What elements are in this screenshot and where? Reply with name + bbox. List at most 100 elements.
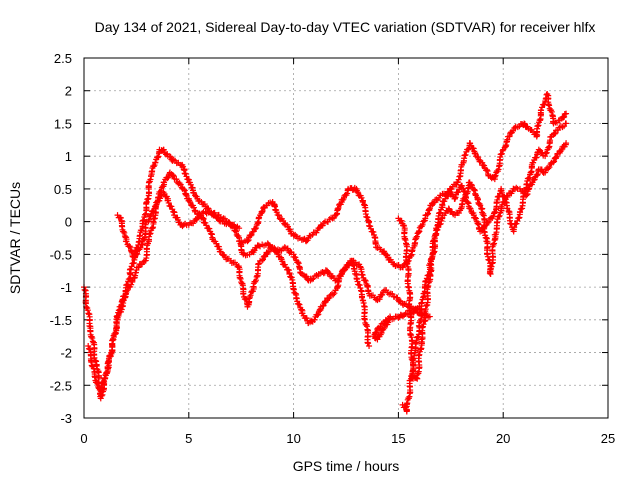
- data-point: [164, 175, 171, 182]
- y-tick-label: -2.5: [50, 378, 72, 393]
- y-tick-label: -0.5: [50, 247, 72, 262]
- data-point: [530, 177, 537, 184]
- data-point: [137, 244, 144, 251]
- x-axis-label: GPS time / hours: [293, 458, 400, 474]
- data-point: [259, 257, 266, 264]
- data-point: [471, 214, 478, 221]
- data-point: [247, 232, 254, 239]
- data-point: [530, 159, 537, 166]
- data-point: [470, 145, 477, 152]
- data-series: [114, 189, 243, 261]
- data-point: [286, 271, 293, 277]
- y-tick-label: 2: [65, 84, 72, 99]
- data-point: [561, 113, 568, 120]
- data-point: [510, 127, 517, 134]
- data-point: [90, 365, 97, 372]
- data-point: [502, 196, 509, 203]
- data-points: [81, 91, 570, 415]
- data-point: [168, 203, 175, 210]
- data-point: [372, 330, 379, 337]
- data-point: [169, 172, 176, 179]
- data-point: [551, 158, 558, 165]
- x-tick-label: 15: [391, 431, 405, 446]
- data-point: [98, 392, 105, 399]
- data-point: [109, 335, 116, 342]
- data-point: [206, 225, 213, 232]
- data-series: [399, 120, 570, 415]
- data-point: [545, 165, 552, 172]
- grid: [84, 58, 608, 418]
- data-point: [455, 176, 462, 183]
- x-tick-label: 5: [185, 431, 192, 446]
- data-point: [255, 260, 262, 267]
- data-point: [466, 204, 473, 211]
- data-point: [467, 205, 474, 212]
- data-point: [498, 189, 505, 196]
- data-point: [150, 163, 157, 170]
- data-point: [499, 201, 506, 208]
- data-point: [166, 153, 173, 160]
- x-tick-label: 10: [286, 431, 300, 446]
- data-point: [165, 174, 172, 181]
- y-tick-label: 1.5: [54, 116, 72, 131]
- data-point: [105, 357, 112, 364]
- data-point: [128, 281, 135, 288]
- data-point: [366, 343, 373, 349]
- data-point: [126, 243, 133, 250]
- data-point: [244, 238, 251, 245]
- data-point: [424, 211, 431, 218]
- data-point: [106, 354, 113, 361]
- data-point: [292, 254, 299, 261]
- y-tick-label: 0: [65, 215, 72, 230]
- data-series: [85, 169, 373, 402]
- data-point: [427, 257, 434, 264]
- data-point: [420, 218, 427, 225]
- data-point: [295, 259, 302, 266]
- y-tick-label: -1: [60, 280, 72, 295]
- data-point: [152, 159, 159, 166]
- data-point: [472, 215, 479, 222]
- data-point: [121, 233, 128, 240]
- data-point: [339, 197, 346, 204]
- data-point: [252, 225, 259, 232]
- data-point: [147, 176, 154, 183]
- data-point: [430, 237, 437, 244]
- data-point: [114, 312, 121, 319]
- data-point: [165, 199, 172, 206]
- data-point: [445, 205, 452, 212]
- data-point: [485, 218, 492, 225]
- data-point: [477, 202, 484, 209]
- y-tick-label: 0.5: [54, 182, 72, 197]
- data-point: [181, 186, 188, 193]
- data-point: [170, 172, 177, 179]
- data-point: [145, 218, 152, 225]
- data-point: [550, 159, 557, 166]
- data-point: [157, 195, 164, 202]
- data-point: [325, 268, 332, 275]
- data-point: [542, 150, 549, 157]
- data-point: [365, 340, 372, 347]
- data-point: [555, 127, 562, 134]
- data-point: [427, 260, 434, 267]
- plot-frame: [83, 57, 609, 419]
- data-point: [413, 233, 420, 240]
- y-tick-labels: -3 -2.5 -2 -1.5 -1 -0.5 0 0.5 1 1.5 2 2.5: [50, 51, 72, 426]
- y-tick-label: 1: [65, 149, 72, 164]
- data-point: [459, 182, 466, 189]
- data-point: [320, 302, 327, 309]
- data-point: [214, 214, 221, 221]
- data-point: [314, 312, 321, 319]
- data-point: [496, 212, 503, 219]
- y-tick-label: -2: [60, 346, 72, 361]
- data-point: [483, 166, 490, 173]
- data-point: [160, 146, 167, 153]
- data-point: [102, 372, 109, 379]
- data-point: [295, 300, 302, 307]
- data-point: [379, 291, 386, 298]
- data-point: [315, 311, 322, 318]
- data-point: [364, 214, 371, 221]
- x-tick-labels: 0 5 10 15 20 25: [80, 431, 615, 446]
- data-point: [394, 294, 401, 301]
- data-point: [409, 310, 416, 317]
